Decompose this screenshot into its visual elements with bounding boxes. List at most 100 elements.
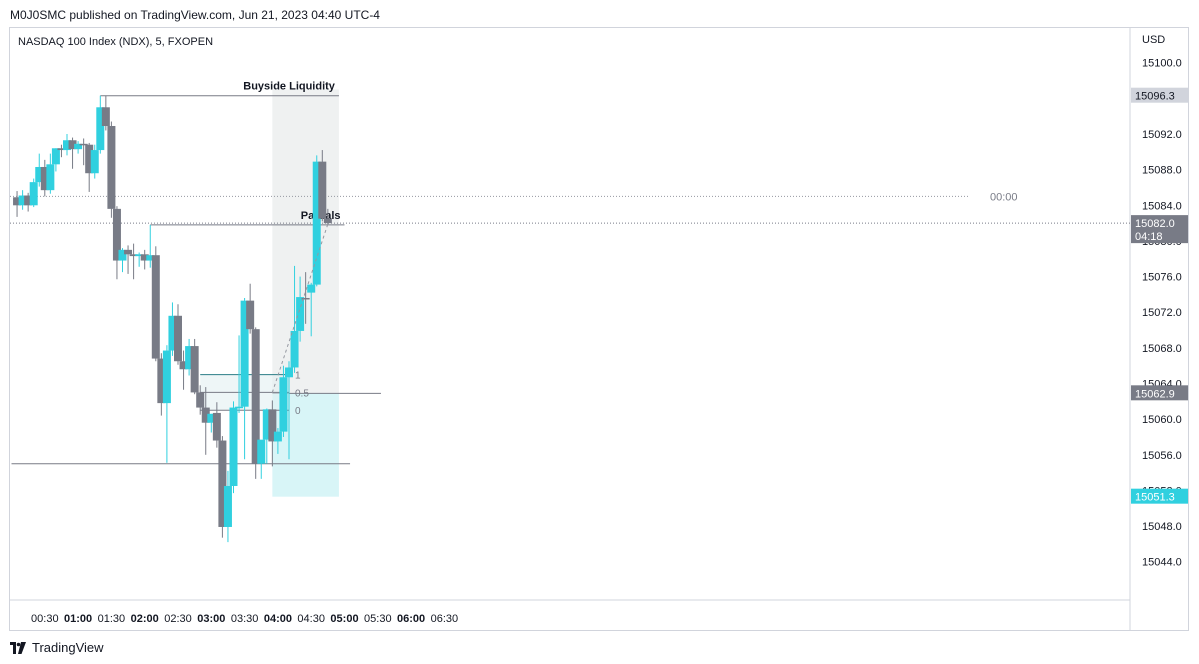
- candle-body: [129, 254, 138, 257]
- x-tick-label: 00:30: [31, 613, 59, 625]
- candle-body: [79, 143, 88, 146]
- candle-body: [90, 150, 99, 174]
- y-tick-label: 15048.0: [1142, 521, 1182, 533]
- x-tick-label: 06:30: [431, 613, 459, 625]
- currency-label: USD: [1142, 34, 1165, 46]
- candle-body: [112, 208, 121, 261]
- x-tick-label: 02:30: [164, 613, 192, 625]
- y-tick-label: 15044.0: [1142, 557, 1182, 569]
- candle-body: [101, 107, 110, 126]
- candle-body: [229, 407, 238, 486]
- candle-body: [118, 249, 127, 261]
- candle-body: [223, 485, 232, 527]
- fib-label: 1: [295, 371, 301, 382]
- y-tick-label: 15092.0: [1142, 129, 1182, 141]
- x-tick-label: 02:00: [131, 613, 159, 625]
- tradingview-logo-icon: [10, 641, 26, 654]
- y-tick-label: 15056.0: [1142, 450, 1182, 462]
- price-label-box: [1131, 488, 1188, 504]
- candle-body: [318, 161, 327, 219]
- x-tick-label: 01:30: [98, 613, 126, 625]
- session-time-label: 00:00: [990, 191, 1018, 203]
- price-label-box: [1131, 385, 1188, 401]
- candle-body: [190, 346, 199, 393]
- candle-body: [46, 164, 55, 191]
- candle-body: [24, 195, 33, 206]
- candle-body: [29, 182, 38, 206]
- candle-body: [240, 300, 249, 407]
- candle-body: [201, 407, 210, 423]
- level-label: Buyside Liquidity: [243, 81, 336, 93]
- countdown-label: 04:18: [1135, 231, 1163, 243]
- candle-body: [40, 166, 49, 191]
- candle-body: [168, 315, 177, 351]
- candle-body: [312, 161, 321, 285]
- candle-body: [235, 406, 244, 409]
- candle-body: [107, 125, 116, 209]
- x-tick-label: 06:00: [397, 613, 425, 625]
- candle-body: [296, 297, 305, 331]
- x-tick-label: 04:30: [297, 613, 325, 625]
- candle-body: [218, 440, 227, 527]
- footer-brand[interactable]: TradingView: [32, 640, 104, 655]
- publisher-header: M0J0SMC published on TradingView.com, Ju…: [10, 8, 380, 22]
- candle-body: [207, 413, 216, 423]
- fib-label: 0.5: [295, 388, 309, 399]
- footer: TradingView: [10, 640, 104, 655]
- candle-body: [57, 148, 66, 151]
- candle-body: [140, 254, 149, 261]
- position-box-upper: [272, 89, 339, 394]
- candle-body: [196, 392, 205, 408]
- candle-body: [290, 330, 299, 368]
- x-tick-label: 05:00: [330, 613, 358, 625]
- candle-body: [63, 140, 71, 151]
- candle-body: [257, 439, 266, 464]
- candle-body: [301, 297, 310, 300]
- price-label: 15051.3: [1135, 492, 1175, 504]
- y-tick-label: 15068.0: [1142, 343, 1182, 355]
- candle-body: [162, 350, 171, 404]
- candle-body: [285, 367, 293, 378]
- candle-body: [51, 148, 60, 165]
- candle-body: [13, 197, 22, 206]
- candle-body: [212, 412, 221, 441]
- chart-title: NASDAQ 100 Index (NDX), 5, FXOPEN: [18, 36, 213, 48]
- candle-body: [35, 166, 44, 183]
- x-tick-label: 03:00: [197, 613, 225, 625]
- candle-body: [279, 377, 288, 432]
- candle-body: [307, 284, 316, 293]
- candle-body: [18, 195, 27, 206]
- y-tick-label: 15076.0: [1142, 272, 1182, 284]
- price-label-box: [1131, 87, 1188, 103]
- candle-body: [135, 254, 144, 257]
- candle-body: [146, 255, 155, 261]
- price-label-box: [1131, 215, 1188, 244]
- y-tick-label: 15088.0: [1142, 165, 1182, 177]
- candle-body: [262, 409, 271, 440]
- candle-body: [246, 300, 255, 330]
- candle-body: [251, 329, 260, 464]
- candle-body: [85, 144, 94, 174]
- candle-body: [151, 255, 160, 359]
- y-tick-label: 15100.0: [1142, 58, 1182, 70]
- price-label: 15082.0: [1135, 218, 1175, 230]
- y-tick-label: 15060.0: [1142, 414, 1182, 426]
- candle-body: [68, 140, 77, 150]
- y-tick-label: 15084.0: [1142, 200, 1182, 212]
- candle-body: [185, 346, 194, 370]
- candle-body: [323, 218, 332, 224]
- candle-body: [268, 409, 277, 442]
- price-label: 15062.9: [1135, 388, 1175, 400]
- candle-body: [174, 315, 182, 362]
- x-tick-label: 05:30: [364, 613, 392, 625]
- y-tick-label: 15072.0: [1142, 307, 1182, 319]
- x-tick-label: 01:00: [64, 613, 92, 625]
- price-label: 15096.3: [1135, 91, 1175, 103]
- x-tick-label: 03:30: [231, 613, 259, 625]
- candle-body: [273, 431, 282, 442]
- fib-label: 0: [295, 406, 301, 417]
- candle-body: [96, 107, 105, 151]
- candle-body: [124, 249, 133, 255]
